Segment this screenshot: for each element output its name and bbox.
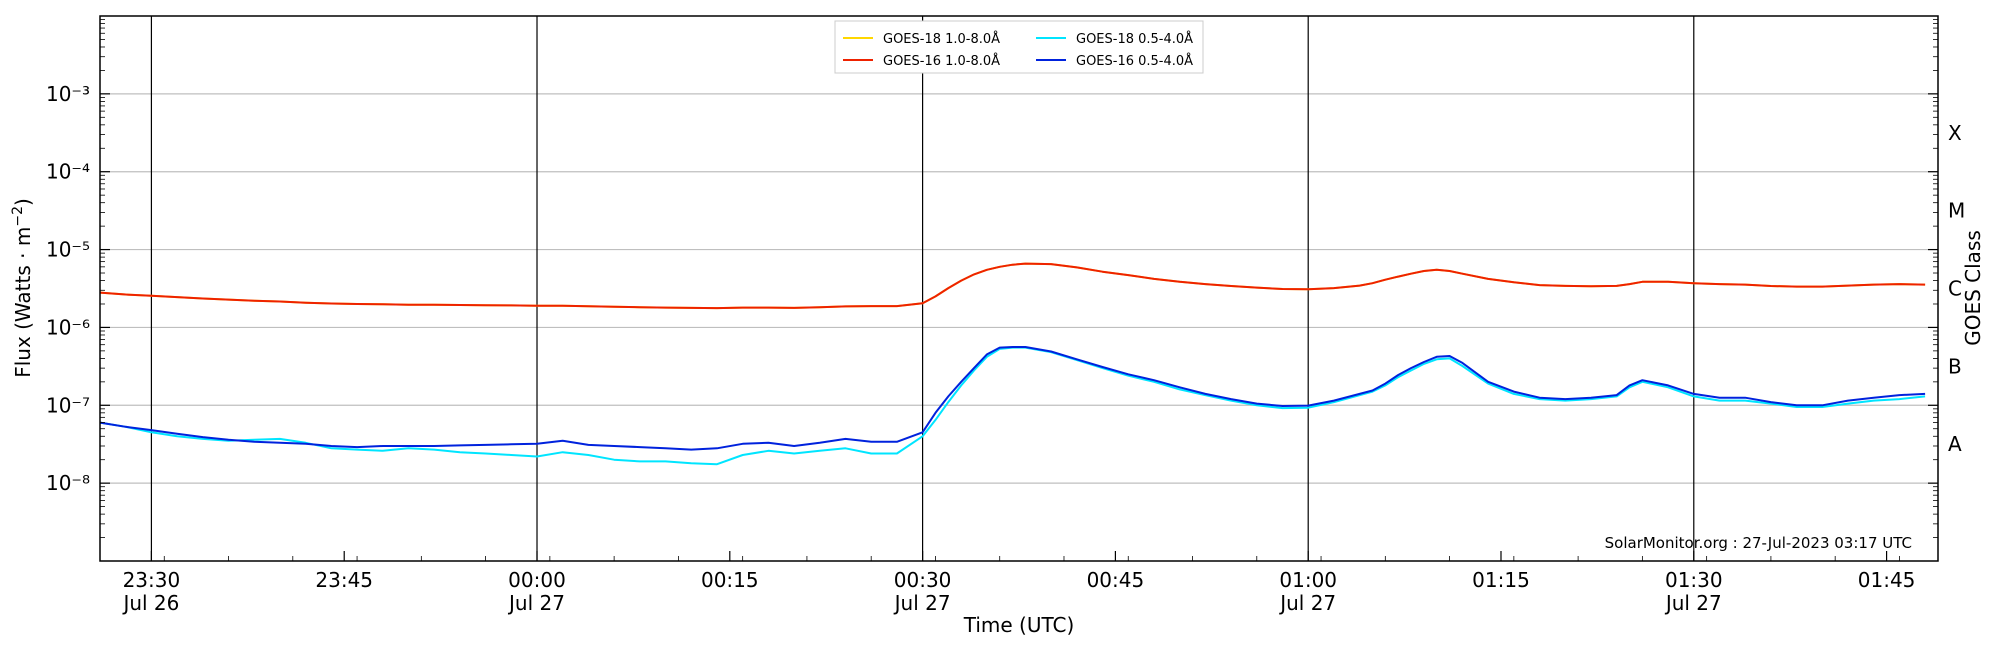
- x-tick-label: 23:30: [123, 568, 181, 592]
- series-line: [99, 346, 1926, 451]
- y-axis-title: Flux (Watts · m−2): [10, 198, 35, 378]
- x-tick-date-label: Jul 26: [121, 591, 179, 615]
- x-axis-title: Time (UTC): [963, 613, 1075, 637]
- goes-class-label: M: [1948, 199, 1965, 223]
- y-tick-label: 10⁻⁸: [46, 471, 90, 495]
- y-tick-label: 10⁻⁶: [46, 315, 90, 339]
- x-tick-label: 00:15: [701, 568, 759, 592]
- goes-class-label: B: [1948, 354, 1962, 378]
- x-tick-label: 01:45: [1858, 568, 1916, 592]
- x-tick-label: 23:45: [315, 568, 373, 592]
- series-line: [99, 262, 1926, 310]
- legend-label: GOES-18 0.5-4.0Å: [1076, 31, 1193, 47]
- grid: [100, 16, 1938, 561]
- x-tick-date-label: Jul 27: [1664, 591, 1722, 615]
- x-tick-label: 01:00: [1279, 568, 1337, 592]
- x-tick-date-label: Jul 27: [507, 591, 565, 615]
- x-tick-label: 00:45: [1087, 568, 1145, 592]
- series-line: [99, 262, 1926, 310]
- x-tick-label: 01:15: [1472, 568, 1530, 592]
- x-tick-date-label: Jul 27: [893, 591, 951, 615]
- goes-class-label: C: [1948, 277, 1962, 301]
- legend-box: [834, 20, 1204, 74]
- y-tick-label: 10⁻⁵: [46, 238, 90, 262]
- source-credit: SolarMonitor.org : 27-Jul-2023 03:17 UTC: [1605, 534, 1912, 552]
- series-lines: [99, 262, 1926, 466]
- x-tick-label: 00:00: [508, 568, 566, 592]
- x-tick-label: 01:30: [1665, 568, 1723, 592]
- plot-frame: [99, 15, 1939, 562]
- legend-label: GOES-16 0.5-4.0Å: [1076, 53, 1193, 69]
- legend: GOES-18 1.0-8.0Å GOES-18 0.5-4.0Å GOES-16 …: [834, 20, 1204, 74]
- y-tick-label: 10⁻⁷: [46, 393, 90, 417]
- goes-class-label: A: [1948, 432, 1962, 456]
- goes-class-label: X: [1948, 121, 1962, 145]
- x-tick-date-label: Jul 27: [1278, 591, 1336, 615]
- legend-label: GOES-18 1.0-8.0Å: [883, 31, 1000, 47]
- right-axis-title: GOES Class: [1961, 230, 1985, 346]
- legend-label: GOES-16 1.0-8.0Å: [883, 53, 1000, 69]
- y-tick-label: 10⁻³: [46, 82, 90, 106]
- x-tick-label: 00:30: [894, 568, 952, 592]
- y-tick-label: 10⁻⁴: [46, 160, 90, 184]
